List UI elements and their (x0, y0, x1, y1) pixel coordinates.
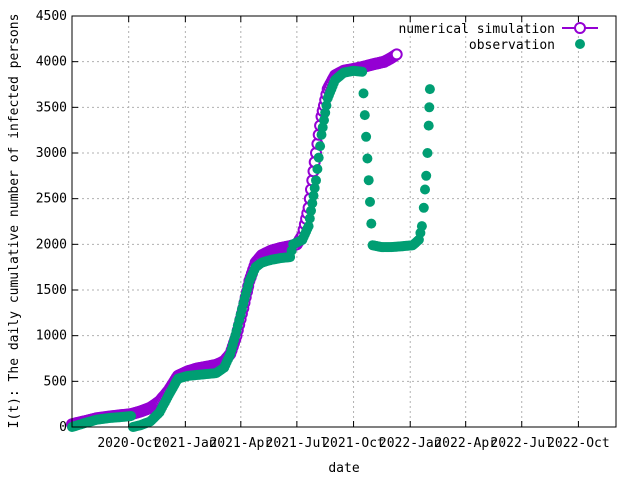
x-tick-label: 2021-Oct (322, 436, 385, 451)
observation-point (424, 102, 435, 113)
legend-label-simulation: numerical simulation (398, 22, 555, 37)
legend-marker-simulation (574, 22, 586, 34)
simulation-point (390, 48, 403, 61)
observation-point (358, 88, 369, 99)
observation-point (359, 110, 370, 121)
series-observation (67, 65, 435, 432)
x-tick-label: 2022-Jul (490, 436, 553, 451)
observation-point (304, 213, 315, 224)
y-tick-label: 2500 (36, 192, 67, 207)
observation-point (420, 184, 430, 195)
y-tick-label: 3000 (36, 146, 67, 161)
y-tick-label: 500 (44, 374, 67, 389)
x-tick-label: 2020-Oct (97, 436, 160, 451)
observation-point (424, 84, 435, 95)
observation-point (308, 190, 319, 201)
observation-point (309, 183, 320, 193)
x-tick-label: 2021-Apr (209, 436, 272, 451)
x-tick-label: 2022-Apr (434, 436, 497, 451)
observation-point (423, 120, 434, 131)
observation-point (362, 153, 373, 164)
observation-point (126, 411, 137, 421)
x-tick-label: 2021-Jan (154, 436, 217, 451)
x-tick-label: 2022-Jan (379, 436, 442, 451)
y-axis: 0 500 1000 1500 2000 2500 3000 3500 4000 4500 (36, 9, 616, 435)
observation-point (313, 152, 324, 163)
plot-frame (71, 15, 617, 428)
legend-marker-observation (575, 39, 585, 49)
observation-point (306, 205, 316, 216)
y-tick-label: 4000 (36, 55, 67, 70)
observation-point (312, 164, 323, 174)
legend-label-observation: observation (469, 38, 555, 53)
observation-point (366, 218, 377, 229)
simulation-line (71, 53, 398, 426)
observation-point (357, 66, 368, 77)
observation-point (363, 175, 374, 186)
y-tick-label: 2000 (36, 237, 67, 252)
y-tick-label: 1000 (36, 329, 67, 344)
y-tick-label: 3500 (36, 100, 67, 115)
observation-point (416, 221, 427, 232)
y-axis-label: I(t): The daily cumulative number of inf… (7, 14, 22, 429)
observation-point (418, 202, 429, 213)
x-tick-label: 2021-Jul (266, 436, 329, 451)
observation-point (422, 148, 433, 158)
observation-point (303, 221, 314, 232)
legend: numerical simulation observation (398, 22, 598, 53)
observation-point (311, 175, 321, 186)
x-axis: 2020-Oct2021-Jan2021-Apr2021-Jul2021-Oct… (97, 16, 610, 451)
series-numerical-simulation (66, 48, 403, 431)
observation-point (307, 198, 318, 209)
observation-point (361, 131, 372, 142)
y-tick-label: 1500 (36, 283, 67, 298)
y-tick-label: 4500 (36, 9, 67, 24)
observation-point (365, 196, 375, 207)
y-tick-label: 0 (59, 420, 67, 435)
x-tick-label: 2022-Oct (547, 436, 610, 451)
observation-point (315, 141, 326, 152)
observation-point (421, 170, 432, 181)
x-axis-label: date (328, 461, 359, 476)
